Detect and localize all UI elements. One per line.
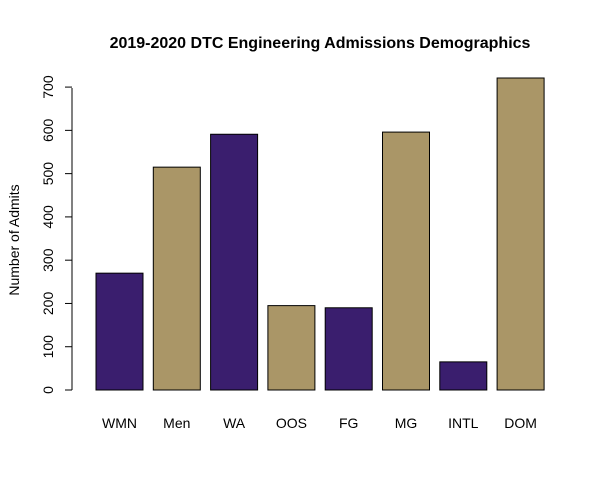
x-tick-label: WMN [102, 415, 137, 431]
bar-mg [382, 131, 430, 391]
bar-wa [210, 133, 259, 391]
bar-wmn [95, 272, 144, 391]
bar-men [152, 166, 201, 391]
x-axis-labels: WMN Men WA OOS FG MG INTL DOM [102, 415, 537, 431]
y-tick-label: 700 [40, 75, 56, 99]
x-tick-label: Men [163, 415, 190, 431]
bar-fg [324, 307, 373, 391]
y-tick-label: 200 [40, 292, 56, 316]
y-axis-ticks: 0 100 200 300 400 500 600 700 [40, 75, 72, 394]
bar-series [95, 77, 545, 391]
x-tick-label: DOM [504, 415, 537, 431]
y-tick-label: 400 [40, 205, 56, 229]
y-tick-label: 0 [40, 386, 56, 394]
x-tick-label: WA [223, 415, 246, 431]
bar-intl [439, 361, 488, 391]
x-tick-label: MG [395, 415, 418, 431]
y-tick-label: 600 [40, 118, 56, 142]
bar-dom [496, 77, 545, 391]
chart-title: 2019-2020 DTC Engineering Admissions Dem… [110, 35, 531, 52]
y-tick-label: 500 [40, 162, 56, 186]
x-tick-label: INTL [448, 415, 479, 431]
bar-oos [267, 305, 316, 391]
y-tick-label: 100 [40, 335, 56, 359]
x-tick-label: OOS [276, 415, 307, 431]
x-tick-label: FG [339, 415, 358, 431]
y-tick-label: 300 [40, 248, 56, 272]
y-axis-label: Number of Admits [6, 184, 22, 295]
